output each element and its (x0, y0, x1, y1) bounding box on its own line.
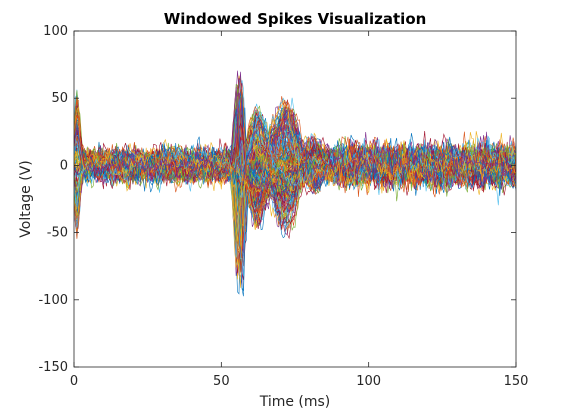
y-tick-label: 50 (51, 91, 68, 106)
series-line (74, 114, 516, 250)
x-tick-label: 150 (504, 374, 529, 389)
x-tick-label: 100 (356, 374, 381, 389)
y-axis: -150 -100 -50 0 50 100 (38, 24, 516, 375)
y-tick-label: -150 (38, 360, 68, 375)
y-axis-label: Voltage (V) (18, 160, 34, 237)
y-tick-label: -100 (38, 293, 68, 308)
chart-title: Windowed Spikes Visualization (164, 10, 427, 28)
x-tick-label: 50 (213, 374, 230, 389)
series-line (74, 88, 516, 196)
y-tick-label: 100 (43, 24, 68, 39)
y-tick-label: -50 (47, 226, 68, 241)
series-line (74, 110, 516, 190)
x-axis: 0 50 100 150 (70, 31, 529, 389)
x-axis-label: Time (ms) (259, 394, 331, 410)
x-tick-label: 0 (70, 374, 78, 389)
y-tick-label: 0 (60, 158, 68, 173)
series-line (74, 88, 516, 195)
series-line (74, 104, 516, 242)
series-line (74, 89, 516, 212)
axes-box (73, 30, 517, 368)
series-layer (74, 70, 516, 297)
